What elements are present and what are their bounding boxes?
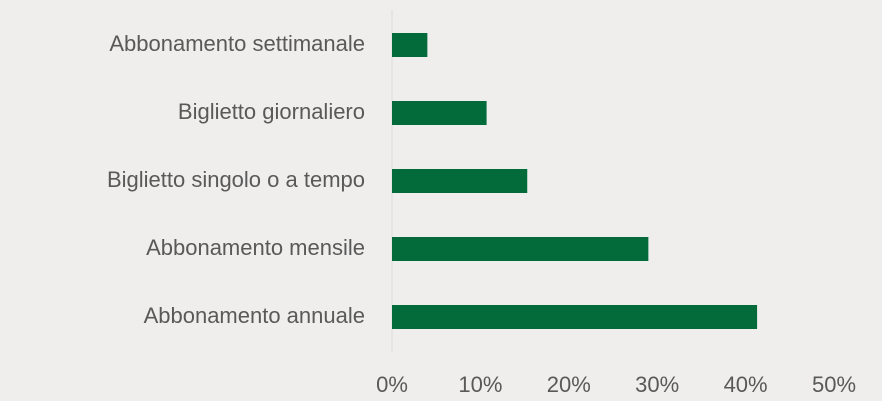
y-tick-label: Biglietto giornaliero xyxy=(178,99,365,124)
x-tick-label: 0% xyxy=(376,372,408,397)
y-tick-label: Abbonamento settimanale xyxy=(109,31,365,56)
bar xyxy=(392,305,758,329)
bar xyxy=(392,101,487,125)
bar xyxy=(392,33,428,57)
x-tick-label: 40% xyxy=(724,372,768,397)
x-tick-label: 20% xyxy=(547,372,591,397)
y-tick-label: Abbonamento mensile xyxy=(146,235,365,260)
x-tick-label: 50% xyxy=(812,372,856,397)
y-tick-label: Abbonamento annuale xyxy=(144,303,365,328)
bar xyxy=(392,237,649,261)
x-tick-label: 10% xyxy=(458,372,502,397)
x-tick-label: 30% xyxy=(635,372,679,397)
bar xyxy=(392,169,528,193)
y-tick-label: Biglietto singolo o a tempo xyxy=(107,167,365,192)
